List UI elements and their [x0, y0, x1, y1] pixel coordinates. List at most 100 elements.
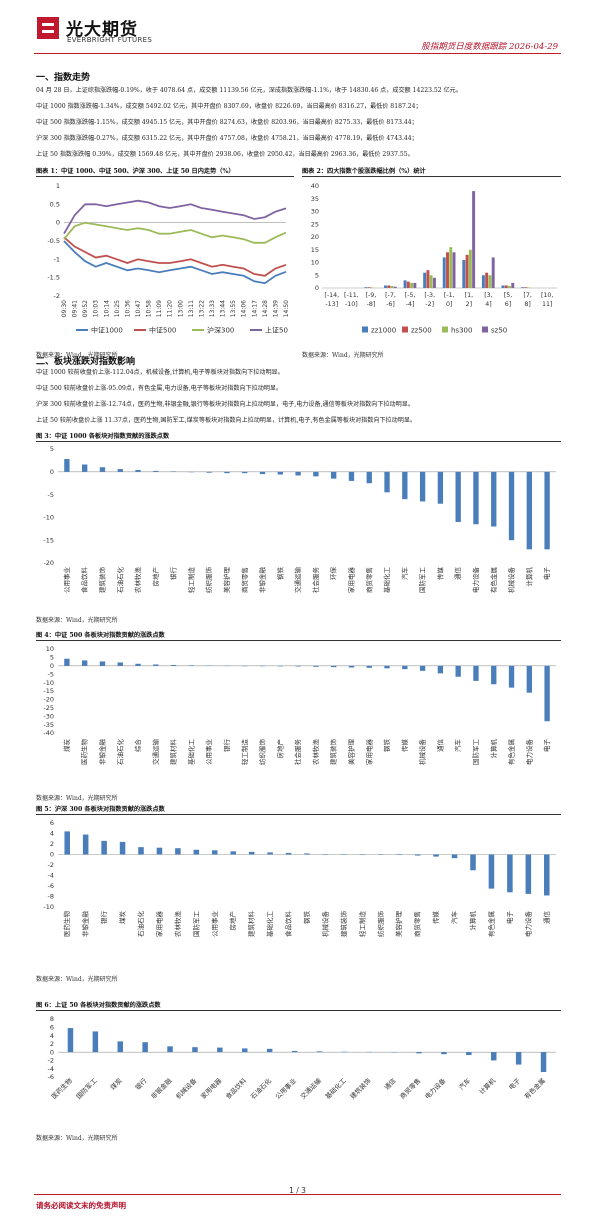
fig2-xtick-label: -4]: [406, 301, 415, 308]
fig2-bar: [465, 254, 469, 288]
fig6-xtick-label: 煤炭: [108, 1076, 124, 1092]
section2-para-0: 中证 1000 较前收盘价上涨-112.04点，机械设备,计算机,电子等板块对指…: [36, 369, 284, 376]
fig1-ytick-label: -2: [54, 292, 60, 300]
fig2-xtick-label: [-5,: [405, 292, 416, 299]
fig2-ytick-label: 35: [311, 195, 319, 203]
fig2-bar: [406, 281, 410, 288]
fig4-xtick-label: 汽车: [453, 739, 462, 753]
fig2-xtick-label: [3,: [484, 292, 492, 299]
section1-para-1: 中证 1000 指数涨跌幅-1.34%，成交额 5492.02 亿元，其中开盘价…: [36, 103, 422, 110]
fig3-xtick-label: 美容护理: [222, 567, 231, 594]
fig2-bar: [387, 285, 391, 288]
disclaimer-text: 请务必阅读文末的免责声明: [36, 1201, 126, 1210]
fig1-title-rule: [36, 176, 294, 177]
fig4-xtick-label: 煤炭: [62, 739, 71, 753]
fig3-bar: [348, 471, 355, 481]
fig6-ytick-label: 0: [50, 1048, 54, 1056]
fig4-xtick-label: 机械设备: [418, 739, 427, 766]
fig3-xtick-label: 电子: [542, 567, 551, 581]
fig4-xtick-label: 国防军工: [471, 739, 480, 766]
fig3-bar: [295, 471, 301, 476]
fig6-title-rule: [36, 1010, 561, 1011]
fig4-xtick-label: 电力设备: [524, 739, 533, 766]
fig6-bar: [266, 1048, 273, 1053]
fig4-bar: [117, 662, 123, 666]
fig4-xtick-label: 房地产: [275, 739, 284, 759]
fig2-bar: [390, 285, 394, 288]
fig4-ytick-label: -20: [43, 696, 54, 704]
fig3-bar: [473, 471, 479, 525]
fig2-bar: [367, 287, 371, 288]
fig5-xtick-label: 医药生物: [62, 911, 71, 938]
fig1-legend-label: 中证1000: [91, 326, 123, 335]
fig3-bar: [331, 471, 337, 479]
fig4-bar: [491, 665, 497, 685]
fig5-xtick-label: 国防军工: [191, 911, 200, 938]
fig1-xtick-label: 13:44: [220, 300, 227, 317]
fig4-bar: [170, 664, 177, 666]
fig6-bar: [67, 1028, 74, 1053]
fig3-ytick-label: 5: [50, 445, 54, 453]
fig5-title-rule: [36, 814, 561, 815]
fig3-title-rule: [36, 441, 561, 442]
fig5-bar: [175, 848, 181, 855]
fig4-bar: [526, 665, 532, 693]
fig4-bar: [348, 665, 355, 668]
fig3-ytick-label: -5: [48, 491, 54, 499]
fig1-xtick-label: 14:39: [272, 300, 279, 317]
fig6-ytick-label: 6: [50, 1023, 54, 1031]
fig5-xtick-label: 有色金属: [486, 911, 495, 937]
fig2-ytick-label: 30: [311, 208, 319, 216]
fig4-ytick-label: -5: [48, 670, 54, 678]
fig4-xtick-label: 家用电器: [364, 739, 373, 766]
fig4-xtick-label: 纺织服饰: [258, 739, 267, 766]
fig1-xtick-label: 09:30: [61, 300, 68, 317]
fig4-bar: [402, 665, 408, 670]
fig2-xtick-label: [-14,: [324, 292, 339, 299]
fig6-xtick-label: 基础化工: [323, 1076, 348, 1101]
fig3-xtick-label: 汽车: [400, 567, 409, 581]
fig4-bar: [188, 665, 195, 666]
fig4-bar: [313, 665, 319, 667]
fig3-source: 数据来源：Wind，光期研究所: [36, 617, 118, 624]
fig6-bar: [291, 1050, 298, 1053]
fig5-xtick-label: 汽车: [450, 911, 459, 925]
fig1-xtick-label: 11:20: [167, 300, 174, 317]
fig5-xtick-label: 钢铁: [302, 911, 311, 925]
fig5-bar-chart: 6 4 2 0 -2 -4 -6 -8 -10 医药生物 非银金融 银行 煤炭 石油石化 家用电器 农林牧渔国…: [43, 819, 556, 938]
fig3-xtick-label: 食品饮料: [80, 567, 89, 594]
fig3-xtick-label: 社会服务: [311, 567, 320, 594]
fig5-bar: [451, 854, 458, 859]
fig2-bar: [468, 249, 472, 288]
fig2-bar: [521, 287, 525, 288]
fig3-xtick-label: 传媒: [435, 567, 444, 581]
fig2-bar: [504, 285, 508, 288]
fig2-bar: [370, 287, 374, 288]
fig3-xtick-label: 通信: [453, 567, 462, 581]
fig5-bar: [267, 852, 273, 855]
fig5-xtick-label: 轻工制造: [357, 911, 366, 938]
fig2-xtick-label: [1,: [465, 292, 473, 299]
fig1-ytick-label: -0.5: [47, 237, 60, 245]
fig4-bar: [437, 665, 444, 674]
fig4-xtick-label: 钢铁: [382, 739, 391, 753]
fig6-xtick-label: 交通运输: [298, 1076, 323, 1101]
fig1-xtick-label: 14:50: [283, 300, 290, 317]
fig4-xtick-label: 计算机: [489, 739, 498, 759]
fig6-ytick-label: 8: [50, 1015, 54, 1023]
fig3-bar: [437, 471, 444, 504]
fig1-ytick-label: 0: [56, 219, 60, 227]
fig3-bar: [366, 471, 372, 484]
fig6-xtick-label: 银行: [133, 1076, 149, 1092]
fig6-xtick-label: 商贸零售: [398, 1076, 423, 1101]
fig1-ytick-label: 1: [56, 182, 60, 190]
section2-para-1: 中证 500 较前收盘价上涨-95.09点，有色金属,电力设备,电子等板块对指数…: [36, 385, 283, 392]
fig3-ytick-label: -10: [43, 514, 54, 522]
fig5-xtick-label: 建筑材料: [247, 911, 256, 938]
fig4-xtick-label: 社会服务: [293, 739, 302, 766]
fig3-bar: [99, 467, 106, 472]
fig5-xtick-label: 房地产: [228, 911, 237, 931]
section2-para-2: 沪深 300 较前收盘价上涨-12.74点，医药生物,非银金融,银行等板块对指数…: [36, 401, 414, 408]
fig6-bar: [117, 1041, 123, 1053]
fig6-bar: [466, 1052, 472, 1056]
